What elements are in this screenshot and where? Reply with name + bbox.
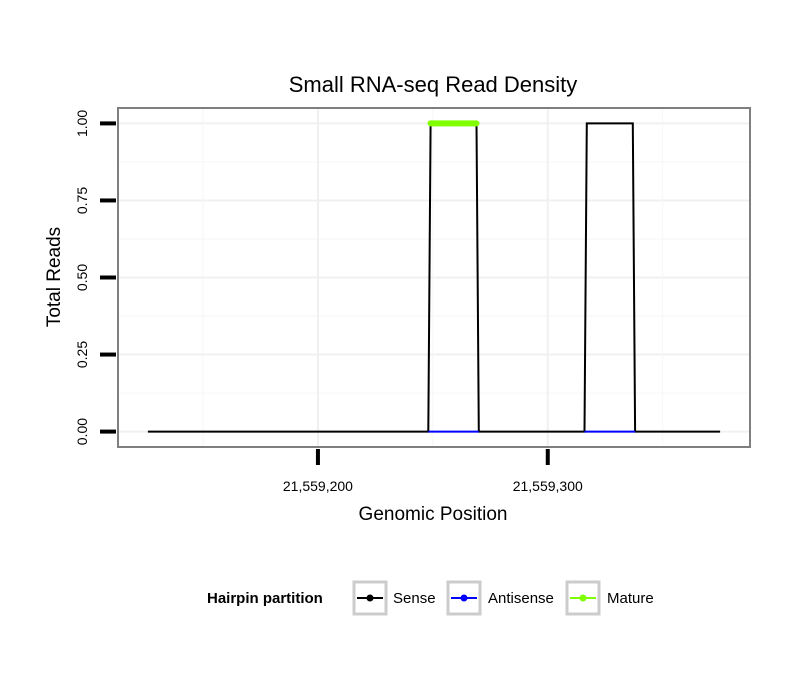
- y-axis: 0.00 0.25 0.50 0.75 1.00: [74, 110, 116, 445]
- y-tick-label-1: 0.25: [74, 341, 90, 368]
- legend-label-antisense: Antisense: [488, 590, 554, 607]
- legend-title: Hairpin partition: [207, 590, 323, 607]
- legend-key-point-antisense: [460, 594, 468, 602]
- legend-key-point-sense: [366, 594, 374, 602]
- legend-label-sense: Sense: [393, 590, 436, 607]
- x-tick-label-0: 21,559,200: [283, 478, 353, 494]
- legend-label-mature: Mature: [607, 590, 654, 607]
- y-tick-label-4: 1.00: [74, 110, 90, 137]
- plot-border: [117, 107, 751, 448]
- grid-lines: [118, 108, 750, 447]
- series-line-sense: [147, 122, 721, 433]
- y-axis-title: Total Reads: [44, 227, 65, 327]
- legend-key-point-mature: [579, 594, 587, 602]
- y-tick-label-3: 0.75: [74, 187, 90, 214]
- y-tick-label-2: 0.50: [74, 264, 90, 291]
- legend-key-mature: [565, 580, 601, 616]
- x-tick-label-1: 21,559,300: [513, 478, 583, 494]
- y-tick-label-0: 0.00: [74, 418, 90, 445]
- legend: Hairpin partition Sense Antisense Mature: [207, 580, 654, 616]
- chart-title: Small RNA-seq Read Density: [289, 72, 578, 97]
- x-axis-title: Genomic Position: [359, 504, 508, 525]
- x-axis: 21,559,200 21,559,300: [283, 449, 583, 494]
- series-layer: [147, 120, 721, 433]
